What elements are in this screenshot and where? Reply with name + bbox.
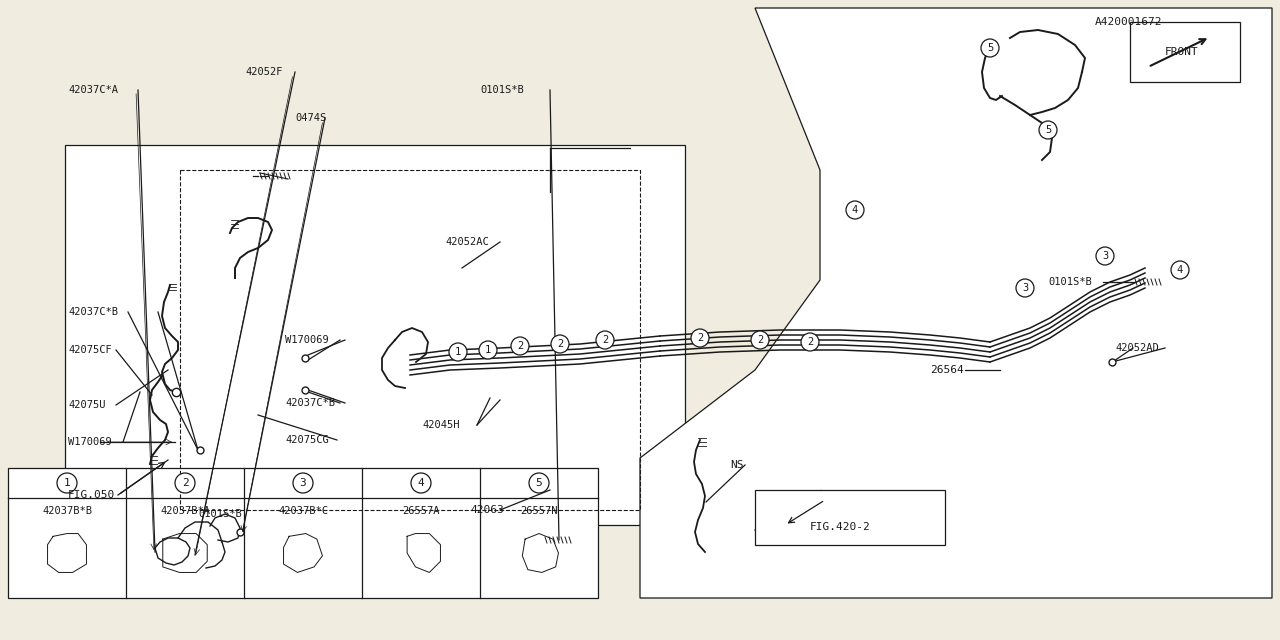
Text: 0101S*B: 0101S*B [480, 85, 524, 95]
Text: 2: 2 [806, 337, 813, 347]
Circle shape [529, 473, 549, 493]
Text: 4: 4 [1176, 265, 1183, 275]
Text: 42075U: 42075U [68, 400, 105, 410]
Text: 0101S*B: 0101S*B [1048, 277, 1092, 287]
Text: 1: 1 [64, 478, 70, 488]
Text: W170069: W170069 [285, 335, 329, 345]
Circle shape [1171, 261, 1189, 279]
Circle shape [479, 341, 497, 359]
Text: 42063: 42063 [470, 505, 504, 515]
Circle shape [691, 329, 709, 347]
Text: 42037B*B: 42037B*B [42, 506, 92, 516]
Text: 42037C*B: 42037C*B [285, 398, 335, 408]
Text: 42037C*B: 42037C*B [68, 307, 118, 317]
Bar [180, 170, 640, 510]
Circle shape [596, 331, 614, 349]
Text: FRONT: FRONT [1165, 47, 1199, 57]
Text: 42045H: 42045H [422, 420, 460, 430]
Text: 42037C*A: 42037C*A [68, 85, 118, 95]
Text: 4: 4 [852, 205, 858, 215]
Text: 2: 2 [696, 333, 703, 343]
Circle shape [801, 333, 819, 351]
Circle shape [58, 473, 77, 493]
Text: 0101S*B: 0101S*B [198, 509, 242, 519]
Text: 2: 2 [182, 478, 188, 488]
Text: 26557A: 26557A [402, 506, 440, 516]
Circle shape [1039, 121, 1057, 139]
Text: 3: 3 [1021, 283, 1028, 293]
Bar [1130, 22, 1240, 82]
Text: 2: 2 [517, 341, 524, 351]
Text: FIG.420-2: FIG.420-2 [810, 522, 870, 532]
Circle shape [293, 473, 314, 493]
Text: 5: 5 [1044, 125, 1051, 135]
Text: 42052AD: 42052AD [1115, 343, 1158, 353]
Circle shape [751, 331, 769, 349]
Circle shape [550, 335, 570, 353]
Text: 4: 4 [417, 478, 425, 488]
Text: NS: NS [730, 460, 744, 470]
Text: 42037B*C: 42037B*C [278, 506, 328, 516]
Circle shape [846, 201, 864, 219]
Polygon shape [640, 8, 1272, 598]
Circle shape [1016, 279, 1034, 297]
Text: 0474S: 0474S [294, 113, 326, 123]
Text: 26564: 26564 [931, 365, 964, 375]
Bar [65, 145, 685, 525]
Text: A420001672: A420001672 [1094, 17, 1162, 27]
Circle shape [449, 343, 467, 361]
Text: 42075CG: 42075CG [285, 435, 329, 445]
Text: 5: 5 [535, 478, 543, 488]
Text: 2: 2 [756, 335, 763, 345]
Circle shape [411, 473, 431, 493]
Text: 26557N: 26557N [520, 506, 558, 516]
Bar [755, 490, 945, 545]
Circle shape [175, 473, 195, 493]
Circle shape [511, 337, 529, 355]
Text: 3: 3 [1102, 251, 1108, 261]
Circle shape [1096, 247, 1114, 265]
Text: 1: 1 [454, 347, 461, 357]
Text: 5: 5 [987, 43, 993, 53]
Text: W170069: W170069 [68, 437, 111, 447]
Bar [8, 468, 598, 598]
Text: 2: 2 [602, 335, 608, 345]
Text: 42037B*A: 42037B*A [160, 506, 210, 516]
Text: 42052F: 42052F [244, 67, 283, 77]
Text: 3: 3 [300, 478, 306, 488]
Text: 2: 2 [557, 339, 563, 349]
Text: 42052AC: 42052AC [445, 237, 489, 247]
Circle shape [980, 39, 998, 57]
Text: 42075CF: 42075CF [68, 345, 111, 355]
Text: 1: 1 [485, 345, 492, 355]
Text: FIG.050: FIG.050 [68, 490, 115, 500]
